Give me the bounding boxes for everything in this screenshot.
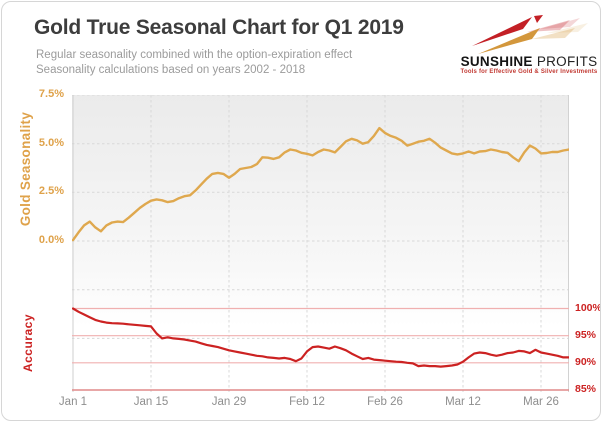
seasonality-accuracy-plot [72,95,569,392]
x-axis-label: Feb 12 [289,396,325,408]
sunshine-profits-logo: SUNSHINE PROFITS Tools for Effective Gol… [460,12,598,84]
gold-seasonality-line [72,126,569,242]
subtitle-line-1: Regular seasonality combined with the op… [36,49,353,61]
x-axis-label: Feb 26 [367,396,403,408]
logo-tagline: Tools for Effective Gold & Silver Invest… [460,69,598,75]
y-axis-label-gold: 2.5% [38,185,64,198]
y-axis-label-accuracy: 85% [575,383,597,396]
page-title: Gold True Seasonal Chart for Q1 2019 [34,16,404,39]
subtitle-line-2: Seasonality calculations based on years … [36,64,306,76]
left-axis-title: Gold Seasonality [18,111,33,227]
y-axis-label-gold: 5.0% [38,136,64,149]
x-axis-label: Mar 12 [445,396,481,408]
x-axis-label: Jan 15 [133,396,169,408]
logo-brand-text: SUNSHINE PROFITS [460,54,598,69]
x-axis-label: Mar 26 [523,396,559,408]
y-axis-label-accuracy: 100% [575,302,601,314]
x-axis-label: Jan 1 [58,396,88,408]
y-axis-label-accuracy: 90% [575,356,597,369]
plot-background [72,95,569,392]
logo-brand-primary: SUNSHINE [460,54,533,69]
accuracy-line [72,307,569,368]
y-axis-label-accuracy: 95% [575,329,597,342]
x-axis-label: Jan 29 [211,396,247,408]
y-axis-label-gold: 7.5% [38,88,64,100]
logo-brand-secondary: PROFITS [536,54,598,69]
y-axis-label-gold: 0.0% [38,234,64,247]
logo-arrows-icon [472,15,588,54]
right-axis-title: Accuracy [21,313,35,373]
